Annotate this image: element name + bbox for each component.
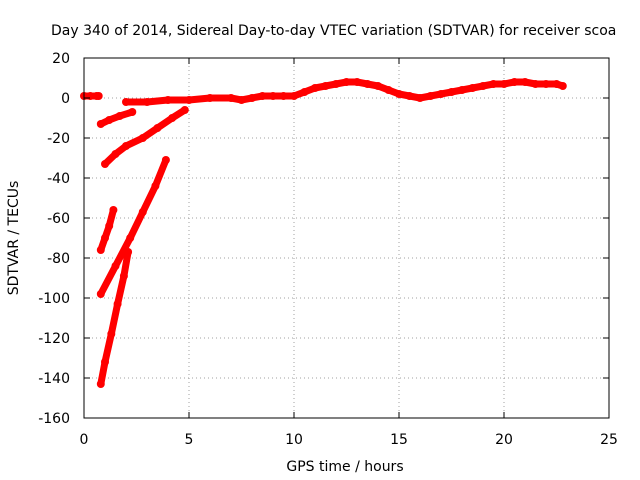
x-axis-title: GPS time / hours bbox=[286, 459, 403, 475]
series-track-a bbox=[97, 108, 136, 128]
x-tick-label: 5 bbox=[185, 432, 194, 448]
data-point bbox=[115, 112, 124, 120]
series-layer bbox=[80, 78, 567, 388]
y-tick-label: -20 bbox=[47, 131, 70, 147]
data-point bbox=[138, 208, 147, 216]
tick-layer bbox=[83, 57, 610, 419]
data-point bbox=[468, 84, 477, 92]
y-axis-title: SDTVAR / TECUs bbox=[6, 181, 22, 296]
data-point bbox=[151, 182, 160, 190]
data-point bbox=[168, 114, 177, 122]
data-point bbox=[426, 92, 435, 100]
data-point bbox=[111, 150, 120, 158]
data-point bbox=[119, 272, 128, 280]
data-point bbox=[332, 80, 340, 88]
data-point bbox=[558, 82, 567, 90]
series-track-d bbox=[97, 206, 117, 254]
data-point bbox=[122, 98, 130, 106]
x-tick-label: 15 bbox=[390, 432, 408, 448]
y-tick-label: -60 bbox=[47, 211, 70, 227]
data-point bbox=[180, 106, 189, 114]
y-tick-label: 0 bbox=[61, 91, 70, 107]
data-point bbox=[521, 78, 529, 86]
data-point bbox=[321, 82, 330, 90]
data-point bbox=[237, 96, 246, 104]
tick-label-layer: -160 -140 -120 -100 -80 -60 -40 -20 0 20 0 5 10 15 20 2… bbox=[38, 51, 618, 448]
data-point bbox=[542, 80, 550, 88]
data-point bbox=[96, 246, 105, 254]
chart-title: Day 340 of 2014, Sidereal Day-to-day VTE… bbox=[51, 23, 616, 39]
data-point bbox=[113, 300, 122, 308]
data-point bbox=[458, 86, 466, 94]
data-point bbox=[128, 108, 137, 116]
x-tick-label: 25 bbox=[600, 432, 618, 448]
data-point bbox=[94, 92, 103, 100]
data-point bbox=[185, 96, 193, 104]
data-point bbox=[101, 160, 109, 168]
data-point bbox=[447, 88, 456, 96]
y-tick-label: -100 bbox=[38, 291, 70, 307]
data-point bbox=[384, 86, 393, 94]
y-tick-label: -160 bbox=[38, 411, 70, 427]
data-point bbox=[531, 80, 540, 88]
data-point bbox=[124, 248, 133, 256]
data-point bbox=[479, 82, 487, 90]
data-point bbox=[109, 206, 118, 214]
data-point bbox=[248, 94, 256, 102]
data-point bbox=[96, 380, 105, 388]
data-point bbox=[96, 290, 105, 298]
data-point bbox=[164, 96, 172, 104]
y-tick-label: -120 bbox=[38, 331, 70, 347]
data-point bbox=[279, 92, 288, 100]
data-point bbox=[363, 80, 372, 88]
grid-layer bbox=[84, 58, 609, 418]
data-point bbox=[105, 116, 114, 124]
data-point bbox=[290, 92, 298, 100]
data-point bbox=[107, 330, 116, 338]
data-point bbox=[353, 78, 361, 86]
y-tick-label: 20 bbox=[52, 51, 70, 67]
data-point bbox=[405, 92, 414, 100]
data-point bbox=[437, 90, 445, 98]
data-point bbox=[227, 94, 235, 102]
data-point bbox=[101, 358, 109, 366]
x-tick-label: 20 bbox=[495, 432, 513, 448]
y-tick-label: -140 bbox=[38, 371, 70, 387]
data-point bbox=[342, 78, 351, 86]
data-point bbox=[206, 94, 214, 102]
data-point bbox=[374, 82, 382, 90]
data-point bbox=[143, 98, 151, 106]
data-point bbox=[126, 234, 135, 242]
y-tick-label: -80 bbox=[47, 251, 70, 267]
plot-frame bbox=[83, 57, 610, 419]
x-tick-label: 0 bbox=[80, 432, 89, 448]
data-point bbox=[161, 156, 170, 164]
data-point bbox=[153, 124, 162, 132]
data-point bbox=[300, 88, 309, 96]
data-point bbox=[105, 222, 114, 230]
data-point bbox=[258, 92, 267, 100]
data-point bbox=[311, 84, 319, 92]
data-point bbox=[489, 80, 498, 88]
series-track-c bbox=[97, 156, 170, 298]
data-point bbox=[111, 262, 120, 270]
data-point bbox=[395, 90, 403, 98]
data-point bbox=[96, 120, 105, 128]
data-point bbox=[500, 80, 508, 88]
data-point bbox=[138, 134, 147, 142]
x-tick-label: 10 bbox=[285, 432, 303, 448]
data-point bbox=[101, 234, 109, 242]
data-point bbox=[416, 94, 424, 102]
data-point bbox=[269, 92, 277, 100]
data-point bbox=[510, 78, 519, 86]
data-point bbox=[552, 80, 561, 88]
data-point bbox=[122, 142, 130, 150]
y-tick-label: -40 bbox=[47, 171, 70, 187]
